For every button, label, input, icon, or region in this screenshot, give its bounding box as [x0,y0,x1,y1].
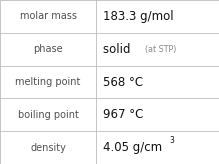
Text: 183.3 g/mol: 183.3 g/mol [103,10,173,23]
Text: density: density [30,143,66,153]
Text: boiling point: boiling point [18,110,79,120]
Text: (at STP): (at STP) [145,45,176,54]
Text: 967 °C: 967 °C [103,108,143,121]
Text: 4.05 g/cm: 4.05 g/cm [103,141,162,154]
Text: 3: 3 [170,136,175,145]
Text: phase: phase [33,44,63,54]
Text: melting point: melting point [16,77,81,87]
Text: 568 °C: 568 °C [103,75,143,89]
Text: molar mass: molar mass [20,11,77,21]
Text: solid: solid [103,43,138,56]
